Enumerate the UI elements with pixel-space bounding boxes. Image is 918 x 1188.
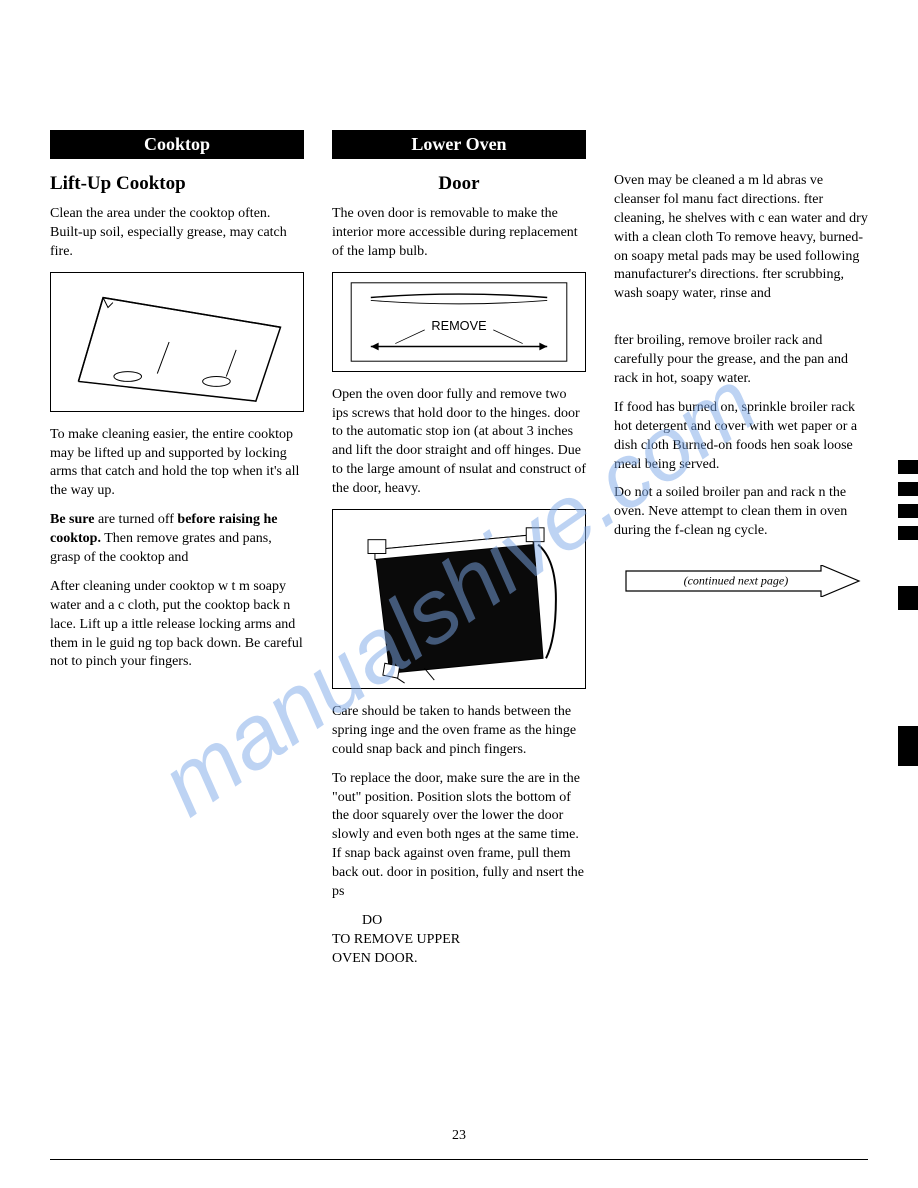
col2-p3: Care should be taken to hands between th… <box>332 703 586 760</box>
col1-p3: Be sure are turned off before raising he… <box>50 511 304 568</box>
col1-p4: After cleaning under cooktop w t m soapy… <box>50 578 304 672</box>
col2-p5: DO TO REMOVE UPPER OVEN DOOR. <box>332 912 586 969</box>
column-1: Cooktop Lift-Up Cooktop Clean the area u… <box>50 130 304 979</box>
column-3: Oven may be cleaned a m ld abras ve clea… <box>614 130 868 979</box>
right-edge-marks <box>898 460 918 774</box>
col2-p5-l2: TO REMOVE UPPER <box>332 932 460 947</box>
col2-p4: To replace the door, make sure the are i… <box>332 770 586 902</box>
cooktop-header: Cooktop <box>50 130 304 159</box>
lower-oven-header: Lower Oven <box>332 130 586 159</box>
remove-illustration: REMOVE <box>332 272 586 372</box>
col1-p3-bold1: Be sure <box>50 512 94 527</box>
col3-p3: If food has burned on, sprinkle broiler … <box>614 399 868 475</box>
col3-p2: fter broiling, remove broiler rack and c… <box>614 332 868 389</box>
remove-label: REMOVE <box>431 318 486 333</box>
continued-arrow: (continued next page) <box>614 565 868 597</box>
cooktop-illustration <box>50 272 304 412</box>
col3-p1: Oven may be cleaned a m ld abras ve clea… <box>614 172 868 304</box>
col2-p2: Open the oven door fully and remove two … <box>332 386 586 499</box>
lift-up-cooktop-heading: Lift-Up Cooktop <box>50 173 304 195</box>
col1-p1: Clean the area under the cooktop often. … <box>50 205 304 262</box>
door-heading: Door <box>332 173 586 195</box>
content-columns: Cooktop Lift-Up Cooktop Clean the area u… <box>50 130 868 979</box>
col3-p4: Do not a soiled broiler pan and rack n t… <box>614 484 868 541</box>
page-number: 23 <box>452 1128 466 1144</box>
col1-p2: To make cleaning easier, the entire cook… <box>50 426 304 502</box>
col2-p1: The oven door is removable to make the i… <box>332 205 586 262</box>
door-illustration <box>332 509 586 689</box>
col1-p3-mid1: are turned off <box>98 512 174 527</box>
column-2: Lower Oven Door The oven door is removab… <box>332 130 586 979</box>
col2-p5-l3: OVEN DOOR. <box>332 951 418 966</box>
col2-p5-l1: DO <box>362 913 382 928</box>
continued-label: (continued next page) <box>684 574 789 589</box>
bottom-rule <box>50 1159 868 1160</box>
